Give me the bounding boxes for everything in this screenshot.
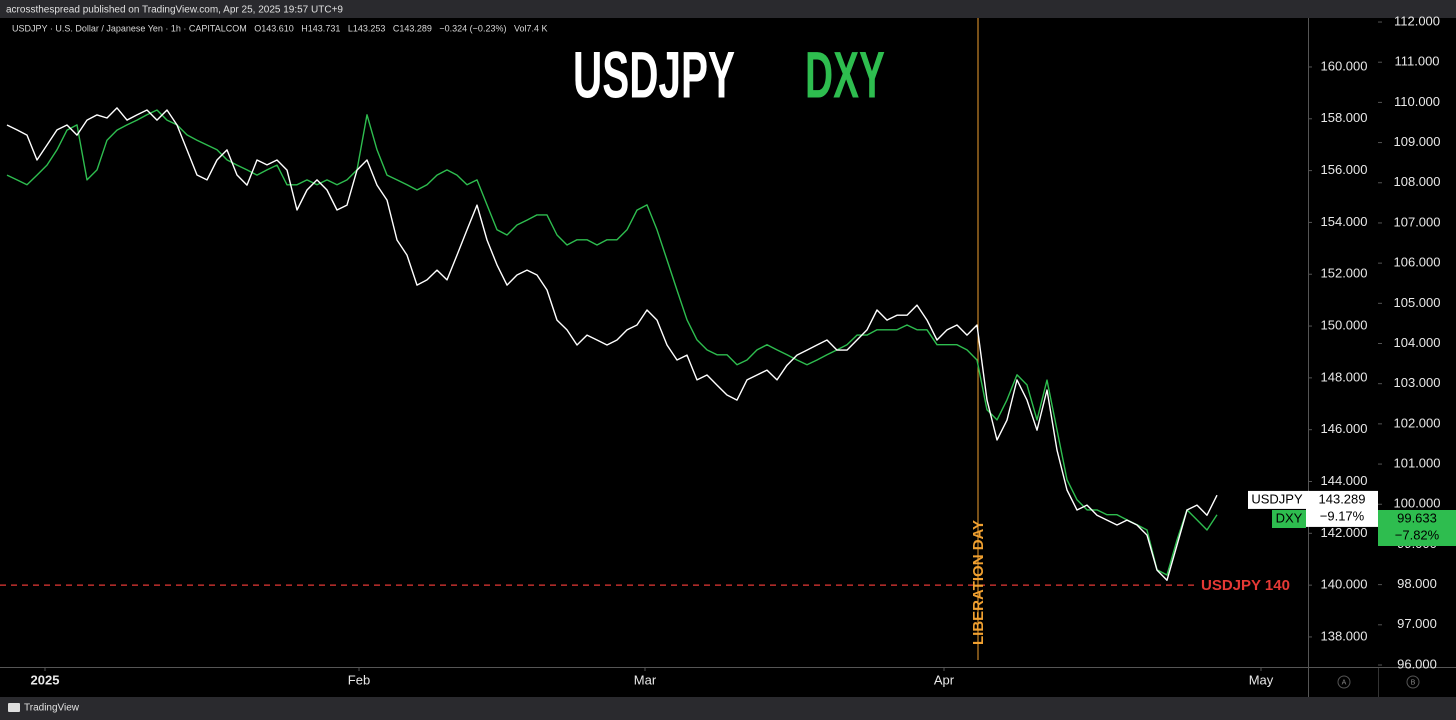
- last-price: 143.289: [1319, 491, 1366, 506]
- y-tick-label: 154.000: [1321, 214, 1368, 229]
- y-tick-label: 148.000: [1321, 369, 1368, 384]
- y2-tick-label: 98.000: [1397, 576, 1437, 591]
- y2-tick-label: 105.000: [1394, 295, 1441, 310]
- symbol-tag: [1248, 490, 1306, 509]
- series-line: [6, 107, 1218, 581]
- y2-tick-label: 110.000: [1394, 94, 1440, 109]
- last-price-box: [1306, 490, 1378, 527]
- y2-tick-label: 108.000: [1394, 174, 1441, 189]
- symbol-tag-label: USDJPY: [1251, 491, 1303, 506]
- last-price-box: [1378, 509, 1456, 546]
- chart-title: DXY: [805, 37, 885, 111]
- y2-tick-label: 96.000: [1397, 656, 1437, 671]
- scale-button-label: A: [1342, 679, 1347, 686]
- y2-tick-label: 101.000: [1394, 455, 1441, 470]
- y-tick-label: 144.000: [1321, 473, 1368, 488]
- y-tick-label: 146.000: [1321, 421, 1368, 436]
- y2-tick-label: 102.000: [1394, 415, 1441, 430]
- scale-button[interactable]: [1406, 675, 1420, 689]
- y2-tick-label: 97.000: [1397, 616, 1437, 631]
- series-line: [6, 109, 1218, 576]
- y-tick-label: 138.000: [1321, 628, 1368, 643]
- y2-tick-label: 111.000: [1394, 54, 1439, 69]
- y-tick-label: 142.000: [1321, 525, 1368, 540]
- x-tick-label: Apr: [934, 672, 955, 687]
- y2-tick-label: 103.000: [1394, 375, 1441, 390]
- x-tick-label: Feb: [348, 672, 370, 687]
- y2-tick-label: 104.000: [1394, 335, 1441, 350]
- event-label: LIBERATION DAY: [970, 520, 987, 645]
- symbol-tag: [1272, 509, 1306, 528]
- y2-tick-label: 109.000: [1394, 134, 1441, 149]
- x-tick-label: May: [1249, 672, 1274, 687]
- scale-button[interactable]: [1337, 675, 1351, 689]
- y-tick-label: 158.000: [1321, 110, 1368, 125]
- last-change: −9.17%: [1320, 508, 1365, 523]
- x-tick-label: Mar: [634, 672, 657, 687]
- symbol-tag-label: DXY: [1276, 510, 1303, 525]
- y2-tick-label: 107.000: [1394, 214, 1441, 229]
- y2-tick-label: 106.000: [1394, 255, 1441, 270]
- last-price: 99.633: [1397, 510, 1437, 525]
- y2-tick-label: 100.000: [1394, 496, 1441, 511]
- chart-area: [0, 18, 1456, 697]
- y-tick-label: 160.000: [1321, 58, 1368, 73]
- reference-label: USDJPY 140: [1201, 577, 1290, 594]
- logo: [8, 703, 20, 712]
- footer-bar: [0, 697, 1456, 720]
- scale-button-label: B: [1411, 679, 1416, 686]
- footer-brand: TradingView: [24, 703, 80, 714]
- y-tick-label: 156.000: [1321, 162, 1368, 177]
- y2-tick-label: 112.000: [1394, 13, 1440, 28]
- last-change: −7.82%: [1395, 527, 1440, 542]
- y-tick-label: 150.000: [1321, 317, 1368, 332]
- x-tick-label: 2025: [31, 672, 60, 687]
- chart-title: USDJPY: [573, 37, 735, 111]
- header-bar: [0, 0, 1456, 18]
- symbol-line: USDJPY · U.S. Dollar / Japanese Yen · 1h…: [12, 23, 547, 33]
- page-header: acrossthespread published on TradingView…: [6, 5, 343, 16]
- y-tick-label: 152.000: [1321, 266, 1368, 281]
- y-tick-label: 140.000: [1321, 577, 1368, 592]
